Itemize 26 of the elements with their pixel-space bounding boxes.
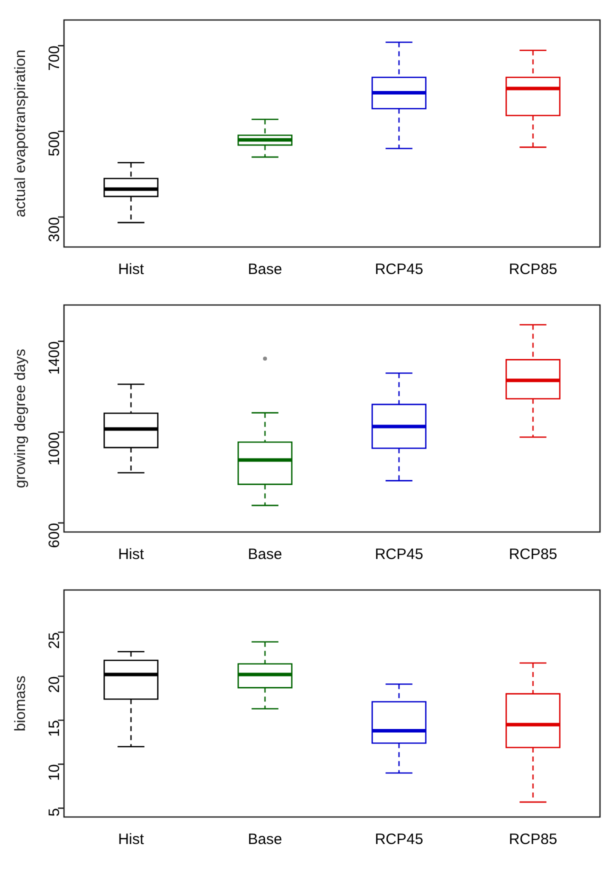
- y-axis-title: actual evapotranspiration: [12, 50, 30, 218]
- x-tick-label: Base: [248, 546, 282, 564]
- y-axis-title: growing degree days: [12, 348, 30, 488]
- y-tick-label: 10: [46, 764, 64, 781]
- x-tick-label: RCP85: [508, 831, 558, 848]
- x-tick-label: Hist: [118, 546, 145, 564]
- y-tick-label: 300: [46, 217, 64, 242]
- y-tick-label: 500: [46, 131, 64, 156]
- y-tick-label: 1000: [46, 432, 64, 466]
- y-tick-label: 25: [46, 632, 64, 649]
- x-tick-label: Base: [248, 261, 282, 278]
- x-tick-label: RCP45: [374, 261, 424, 278]
- y-tick-label: 15: [46, 720, 64, 737]
- y-axis-title: biomass: [12, 676, 30, 732]
- x-tick-label: RCP45: [374, 546, 424, 564]
- x-tick-label: RCP45: [374, 831, 424, 848]
- x-tick-label: Hist: [118, 261, 145, 278]
- y-tick-label: 600: [46, 522, 64, 548]
- y-tick-label: 20: [46, 676, 64, 693]
- x-tick-label: RCP85: [508, 546, 558, 564]
- y-tick-label: 5: [46, 808, 64, 817]
- x-tick-label: RCP85: [508, 261, 558, 278]
- y-tick-label: 700: [46, 46, 64, 71]
- x-tick-label: Hist: [118, 831, 145, 848]
- x-tick-label: Base: [248, 831, 282, 848]
- y-tick-label: 1400: [46, 341, 64, 375]
